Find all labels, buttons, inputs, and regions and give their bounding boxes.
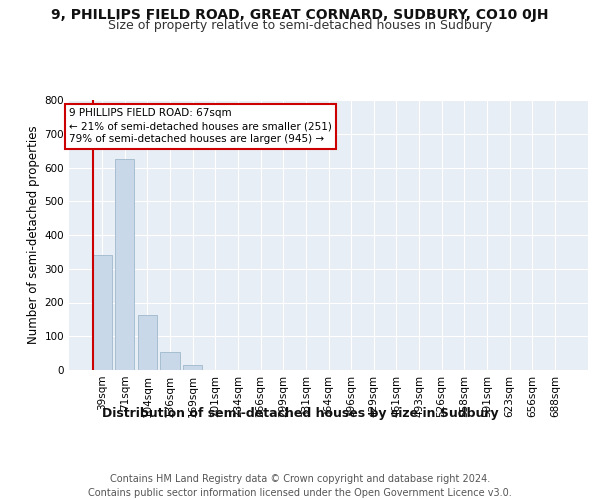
Bar: [115, 159, 134, 370]
Bar: [183, 365, 202, 370]
Bar: [160, 352, 180, 370]
Bar: [92, 255, 112, 370]
Text: Distribution of semi-detached houses by size in Sudbury: Distribution of semi-detached houses by …: [101, 408, 499, 420]
Text: 9, PHILLIPS FIELD ROAD, GREAT CORNARD, SUDBURY, CO10 0JH: 9, PHILLIPS FIELD ROAD, GREAT CORNARD, S…: [51, 8, 549, 22]
Y-axis label: Number of semi-detached properties: Number of semi-detached properties: [28, 126, 40, 344]
Text: Size of property relative to semi-detached houses in Sudbury: Size of property relative to semi-detach…: [108, 18, 492, 32]
Text: Contains HM Land Registry data © Crown copyright and database right 2024.
Contai: Contains HM Land Registry data © Crown c…: [88, 474, 512, 498]
Text: 9 PHILLIPS FIELD ROAD: 67sqm
← 21% of semi-detached houses are smaller (251)
79%: 9 PHILLIPS FIELD ROAD: 67sqm ← 21% of se…: [69, 108, 332, 144]
Bar: [138, 316, 157, 370]
